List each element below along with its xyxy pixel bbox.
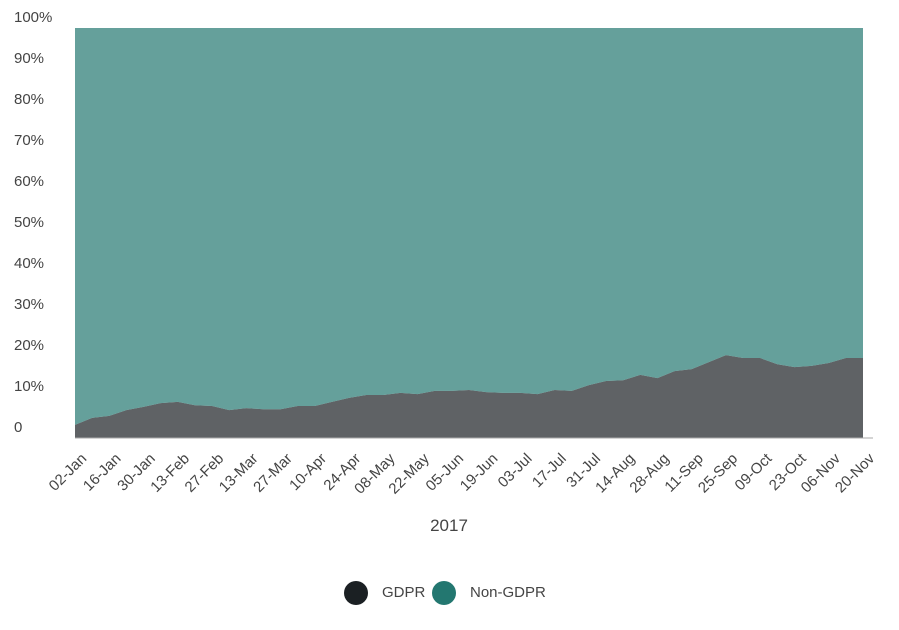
y-tick-label: 80% <box>14 91 44 108</box>
y-tick-label: 60% <box>14 173 44 190</box>
legend-swatch <box>344 581 368 605</box>
x-tick-label: 09-Oct <box>732 450 776 494</box>
y-tick-label: 100% <box>14 9 52 26</box>
x-tick-label: 03-Jul <box>495 450 536 491</box>
y-tick-label: 90% <box>14 50 44 67</box>
y-tick-label: 40% <box>14 255 44 272</box>
x-tick-label: 28-Aug <box>626 450 672 496</box>
y-tick-label: 10% <box>14 378 44 395</box>
x-tick-label: 20-Nov <box>832 450 879 497</box>
x-tick-label: 05-Jun <box>423 450 467 494</box>
area <box>75 355 863 438</box>
area <box>75 28 863 425</box>
x-tick-label: 25-Sep <box>695 450 741 496</box>
x-tick-label: 16-Jan <box>80 450 124 494</box>
x-tick-label: 19-Jun <box>457 450 501 494</box>
y-tick-label: 0 <box>14 419 22 436</box>
x-axis-title: 2017 <box>430 516 468 535</box>
y-tick-label: 50% <box>14 214 44 231</box>
x-tick-label: 02-Jan <box>46 450 90 494</box>
y-tick-label: 20% <box>14 337 44 354</box>
x-tick-label: 17-Jul <box>529 450 570 491</box>
y-tick-label: 70% <box>14 132 44 149</box>
legend-label: Non-GDPR <box>470 584 546 601</box>
x-tick-label: 10-Apr <box>286 450 330 494</box>
legend-swatch <box>432 581 456 605</box>
legend-label: GDPR <box>382 584 426 601</box>
y-tick-label: 30% <box>14 296 44 313</box>
x-tick-label: 27-Mar <box>250 450 296 496</box>
